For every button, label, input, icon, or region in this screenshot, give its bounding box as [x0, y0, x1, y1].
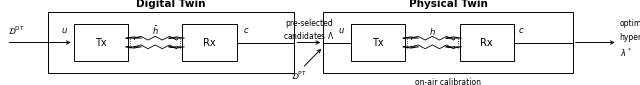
Text: Digital Twin: Digital Twin: [136, 0, 206, 9]
Text: hyperparameter: hyperparameter: [620, 33, 640, 42]
Text: $u$: $u$: [339, 26, 345, 35]
Text: $h$: $h$: [429, 26, 436, 37]
Bar: [48, 12, 294, 73]
Text: Rx: Rx: [204, 37, 216, 48]
Text: $\lambda^*$: $\lambda^*$: [620, 46, 632, 59]
Text: optimized: optimized: [620, 19, 640, 28]
Text: Tx: Tx: [372, 37, 384, 48]
Bar: [323, 12, 573, 73]
Text: $\bar{h}$: $\bar{h}$: [152, 25, 159, 37]
Bar: [460, 24, 514, 61]
Text: candidates $\Lambda$: candidates $\Lambda$: [283, 30, 335, 41]
Text: $c$: $c$: [243, 26, 249, 35]
Text: pre-selected: pre-selected: [285, 19, 333, 28]
Text: Tx: Tx: [95, 37, 107, 48]
Text: $u$: $u$: [61, 26, 68, 35]
Text: Rx: Rx: [481, 37, 493, 48]
Text: $c$: $c$: [518, 26, 525, 35]
Bar: [182, 24, 237, 61]
Bar: [351, 24, 405, 61]
Text: on-air calibration: on-air calibration: [415, 78, 481, 85]
Text: Physical Twin: Physical Twin: [408, 0, 488, 9]
Text: $\mathcal{D}^{\mathrm{DT}}$: $\mathcal{D}^{\mathrm{DT}}$: [8, 24, 24, 37]
Bar: [74, 24, 128, 61]
Text: $\mathcal{D}^{\mathrm{PT}}$: $\mathcal{D}^{\mathrm{PT}}$: [291, 70, 307, 82]
